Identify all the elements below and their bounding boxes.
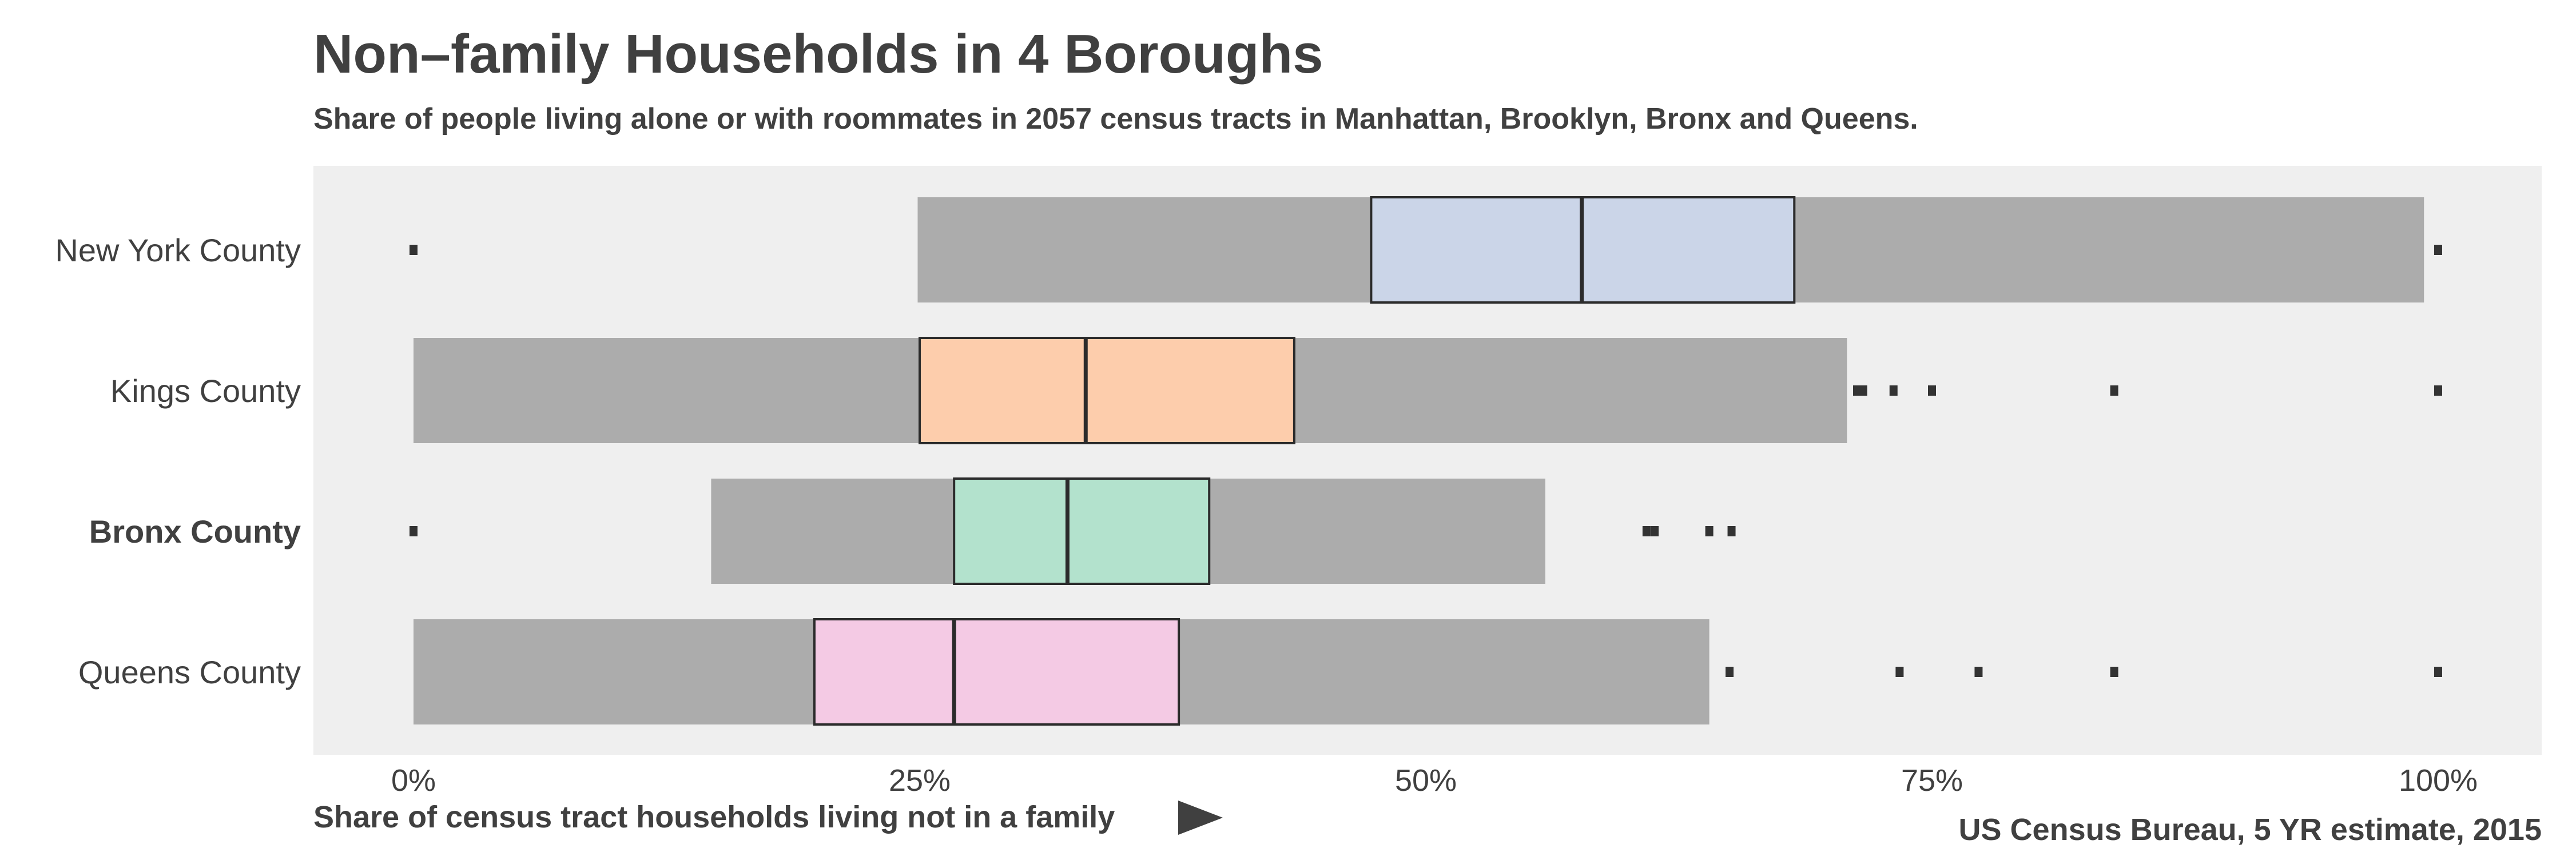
outlier-point-bronx-county-4 [1727,526,1736,536]
y-label-new-york-county: New York County [55,232,301,268]
outlier-layer [410,245,2442,677]
x-axis-ticks: 0% 25% 50% 75% 100% [391,763,2478,798]
chart-title: Non–family Households in 4 Boroughs [313,23,1323,85]
y-label-bronx-county: Bronx County [89,513,301,550]
x-tick-label-1: 25% [889,763,951,798]
iqr-box-queens-county [813,618,1180,726]
y-axis-labels: New York County Kings County Bronx County Q… [55,232,301,690]
x-tick-label-0: 0% [391,763,436,798]
outlier-point-kings-county-0 [1853,385,1862,396]
x-axis-title: Share of census tract households living … [313,800,1115,834]
box-layer [414,196,2424,726]
chart-subtitle: Share of people living alone or with roo… [313,102,1918,136]
outlier-point-bronx-county-1 [1642,526,1651,536]
outlier-point-queens-county-2 [1974,667,1983,677]
outlier-point-new-york-county-0 [410,245,418,255]
y-label-queens-county: Queens County [78,654,301,690]
outlier-point-queens-county-3 [2110,667,2118,677]
outlier-point-kings-county-2 [1889,385,1898,396]
outlier-point-bronx-county-2 [1651,526,1659,536]
iqr-box-kings-county [919,337,1295,444]
x-tick-label-3: 75% [1901,763,1963,798]
x-tick-label-4: 100% [2399,763,2478,798]
y-label-kings-county: Kings County [110,373,301,409]
outlier-point-bronx-county-0 [410,526,418,536]
x-tick-label-2: 50% [1395,763,1457,798]
outlier-point-kings-county-3 [1928,385,1936,396]
outlier-point-queens-county-1 [1895,667,1904,677]
outlier-point-kings-county-1 [1859,385,1867,396]
outlier-point-queens-county-4 [2434,667,2442,677]
iqr-box-bronx-county [953,477,1211,585]
outlier-point-queens-county-0 [1726,667,1734,677]
outlier-point-kings-county-5 [2434,385,2442,396]
arrow-right-icon [1178,801,1223,835]
chart-caption: US Census Bureau, 5 YR estimate, 2015 [1958,813,2542,847]
outlier-point-bronx-county-3 [1705,526,1714,536]
outlier-point-kings-county-4 [2110,385,2118,396]
outlier-point-new-york-county-1 [2434,245,2442,255]
